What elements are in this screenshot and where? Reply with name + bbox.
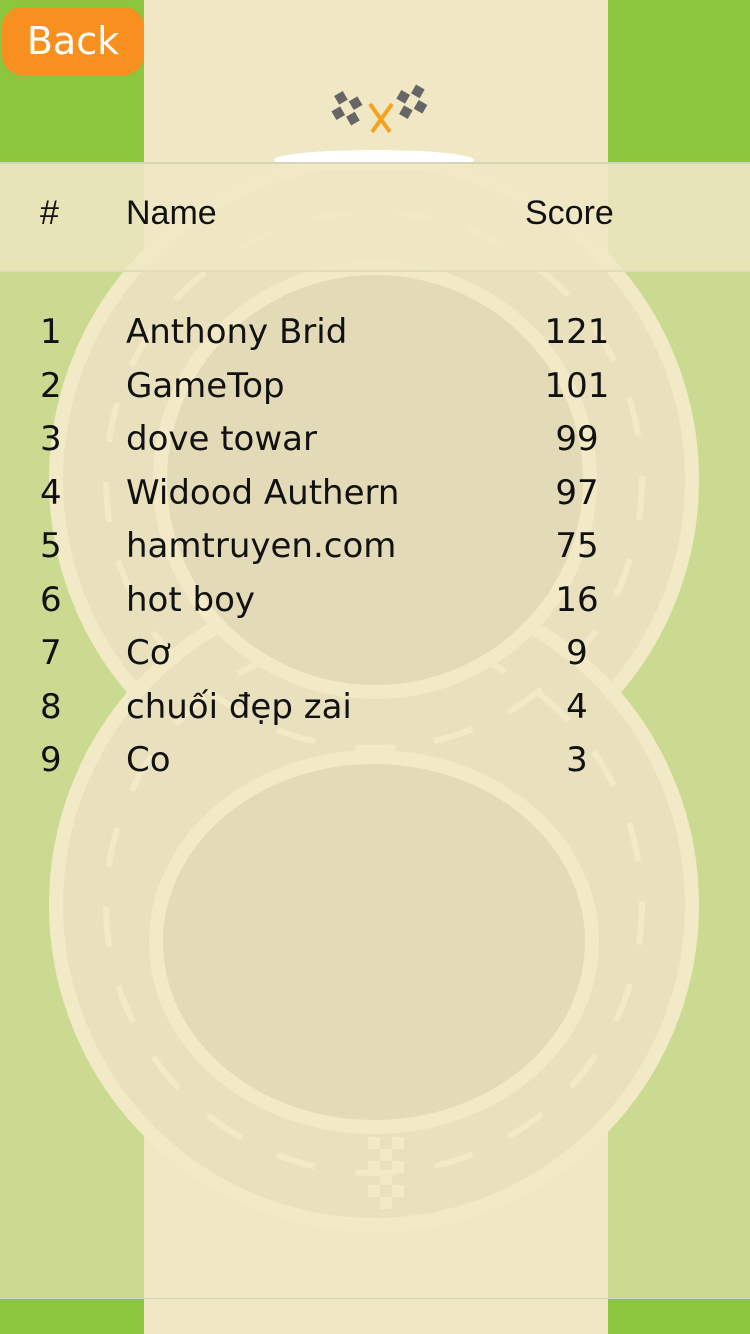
row-name: Cơ (126, 633, 171, 673)
row-rank: 7 (40, 633, 62, 673)
row-name: Co (126, 740, 171, 780)
row-score: 99 (555, 419, 599, 459)
row-score: 9 (566, 633, 588, 673)
table-row: 8 chuối đẹp zai 4 (0, 687, 750, 740)
checkered-flags-icon (331, 84, 428, 134)
row-rank: 3 (40, 419, 62, 459)
row-rank: 4 (40, 472, 62, 513)
table-row: 3 dove towar 99 (0, 419, 750, 472)
header-name: Name (126, 194, 217, 232)
row-score: 4 (566, 686, 588, 727)
row-score: 97 (555, 472, 599, 513)
row-rank: 5 (40, 526, 62, 566)
row-score: 3 (566, 740, 588, 780)
header-rank: # (40, 194, 59, 232)
row-score: 121 (544, 312, 610, 352)
row-rank: 6 (40, 579, 62, 620)
table-row: 4 Widood Authern 97 (0, 473, 750, 526)
header-score: Score (525, 194, 614, 232)
table-row: 9 Co 3 (0, 740, 750, 793)
row-name: dove towar (126, 419, 317, 459)
row-rank: 1 (40, 312, 62, 352)
row-name: hamtruyen.com (126, 526, 397, 566)
row-score: 16 (555, 579, 599, 620)
row-score: 101 (544, 365, 610, 406)
table-row: 1 Anthony Brid 121 (0, 312, 750, 365)
table-header (0, 164, 750, 272)
leaderboard-panel (0, 162, 750, 1299)
row-rank: 2 (40, 365, 62, 406)
row-name: Anthony Brid (126, 312, 348, 352)
row-rank: 8 (40, 686, 62, 727)
row-name: chuối đẹp zai (126, 686, 352, 727)
row-name: hot boy (126, 579, 255, 620)
row-name: GameTop (126, 365, 285, 406)
table-row: 7 Cơ 9 (0, 633, 750, 686)
row-rank: 9 (40, 740, 62, 780)
back-button[interactable]: Back (2, 7, 144, 75)
table-row: 2 GameTop 101 (0, 366, 750, 419)
row-name: Widood Authern (126, 472, 400, 513)
table-row: 6 hot boy 16 (0, 580, 750, 633)
row-score: 75 (555, 526, 599, 566)
table-row: 5 hamtruyen.com 75 (0, 526, 750, 579)
